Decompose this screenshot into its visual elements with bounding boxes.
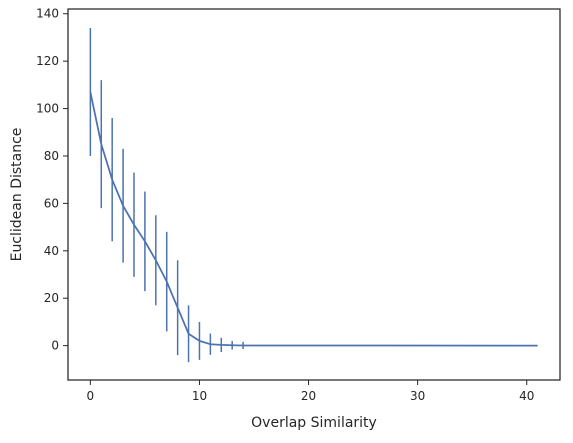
x-tick-label: 40 — [519, 389, 534, 403]
y-tick-label: 60 — [44, 196, 59, 210]
y-tick-label: 140 — [36, 7, 59, 21]
x-tick-label: 20 — [301, 389, 316, 403]
y-tick-label: 40 — [44, 244, 59, 258]
x-tick-label: 0 — [87, 389, 95, 403]
y-tick-label: 0 — [51, 339, 59, 353]
x-axis-title: Overlap Similarity — [251, 415, 377, 431]
x-tick-label: 30 — [410, 389, 425, 403]
y-tick-label: 80 — [44, 149, 59, 163]
x-tick-label: 10 — [192, 389, 207, 403]
y-tick-label: 120 — [36, 54, 59, 68]
plot-frame — [68, 9, 560, 380]
y-axis-title: Euclidean Distance — [9, 128, 25, 262]
series-line — [90, 92, 537, 346]
y-tick-label: 100 — [36, 102, 59, 116]
y-tick-label: 20 — [44, 291, 59, 305]
